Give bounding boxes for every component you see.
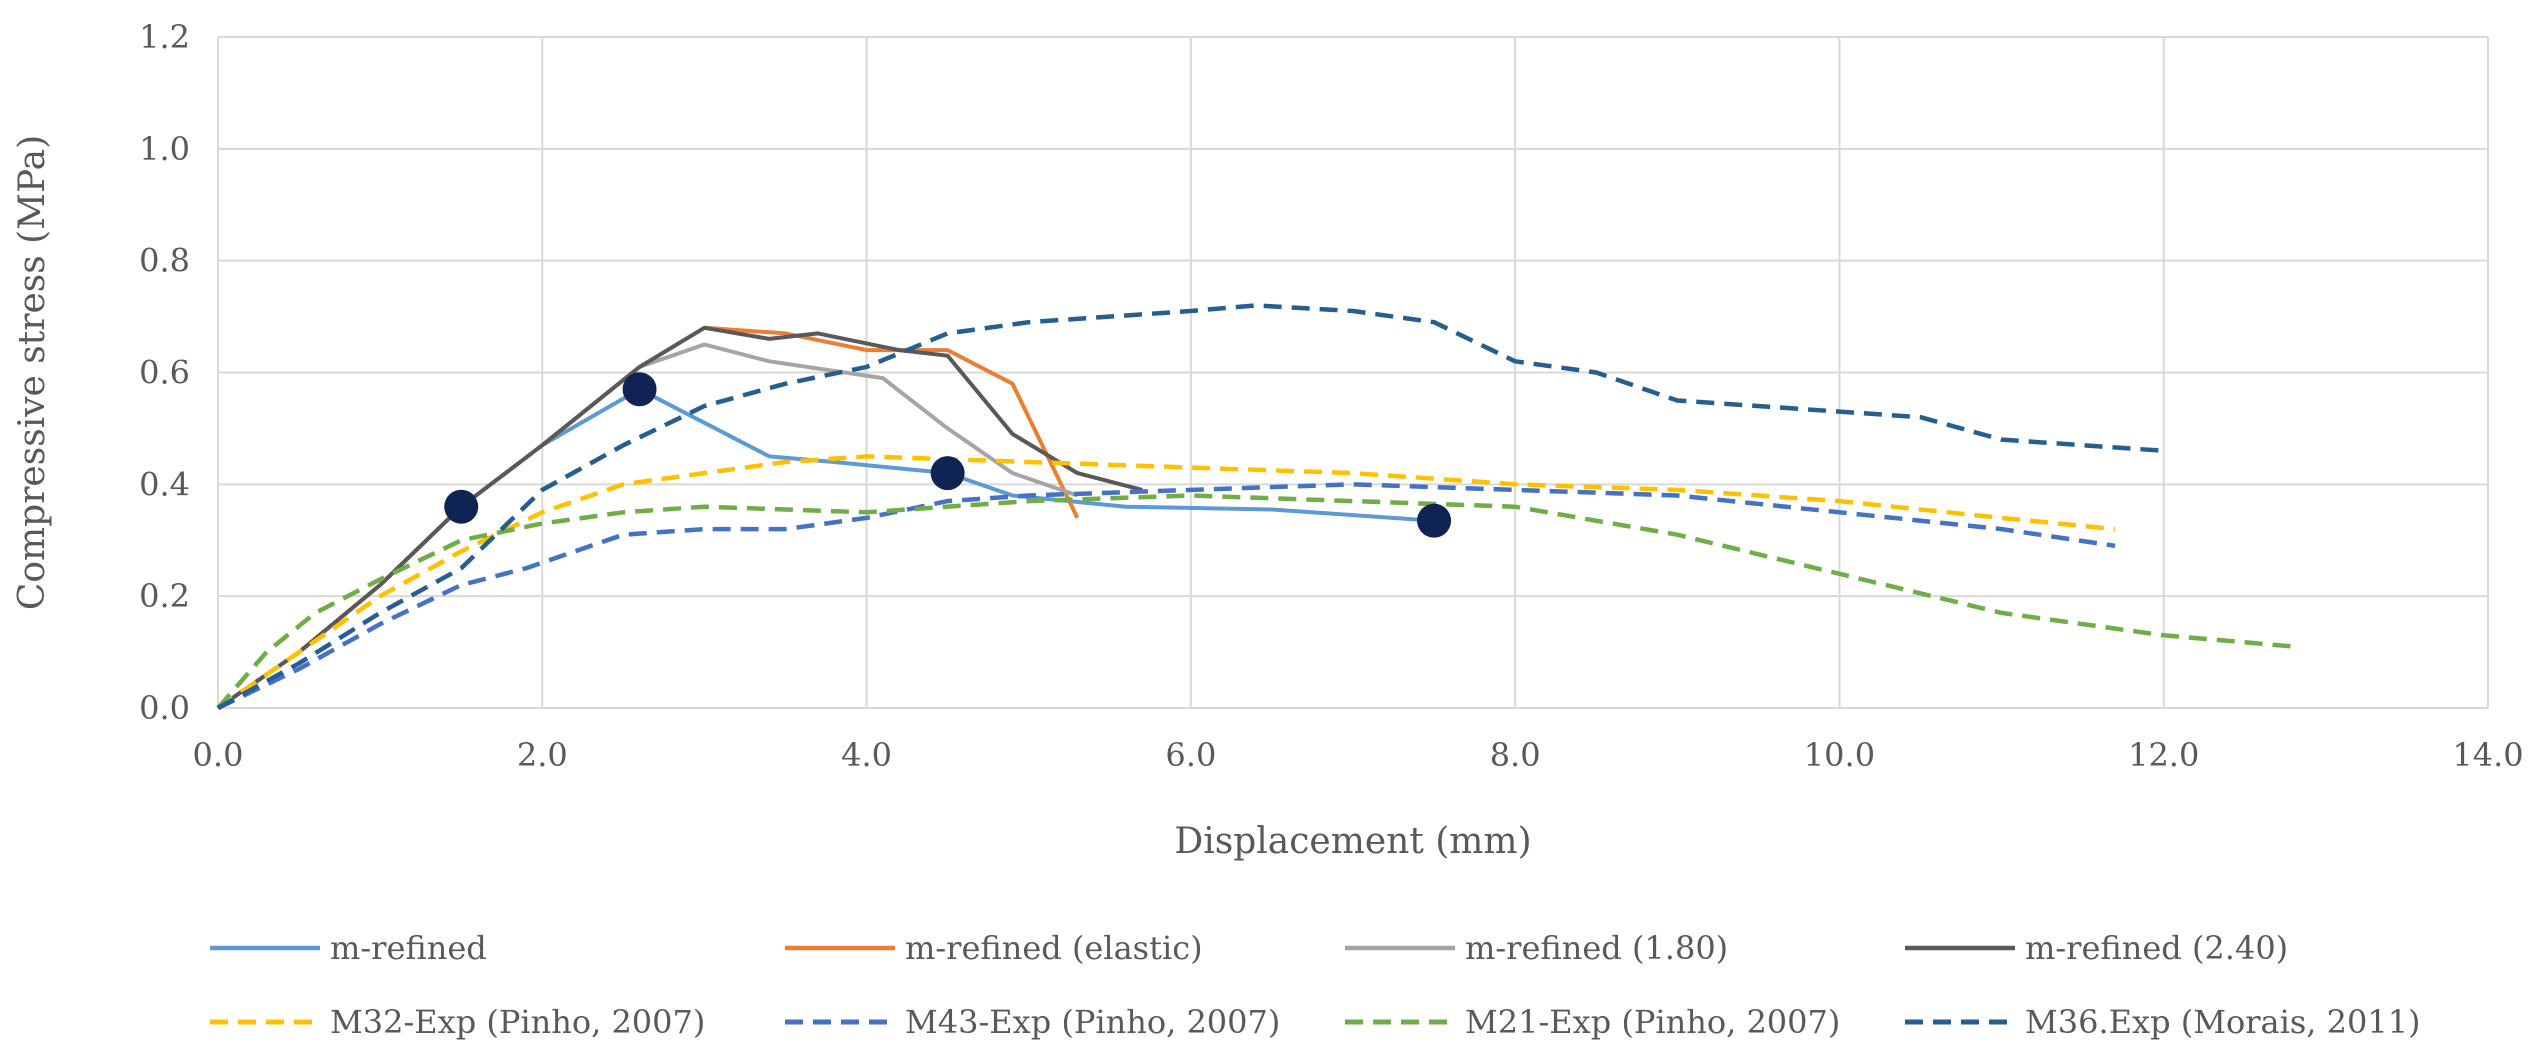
- x-axis-title: Displacement (mm): [1174, 821, 1531, 862]
- x-tick-label: 0.0: [193, 736, 244, 774]
- grid: [217, 36, 2489, 709]
- marker-points: [444, 372, 1452, 538]
- y-axis-title: Compressive stress (MPa): [12, 135, 53, 610]
- legend-label: m-refined (2.40): [2025, 929, 2288, 967]
- series-line: [216, 325, 1143, 710]
- x-tick-label: 6.0: [1165, 736, 1216, 774]
- y-tick-label: 1.0: [139, 130, 190, 168]
- marker-point: [444, 489, 479, 524]
- legend-label: M36.Exp (Morais, 2011): [2025, 1003, 2421, 1041]
- y-tick-label: 0.6: [139, 354, 190, 392]
- x-tick-label: 2.0: [517, 736, 568, 774]
- x-tick-label: 8.0: [1490, 736, 1541, 774]
- x-tick-label: 14.0: [2452, 736, 2523, 774]
- x-tick-label: 4.0: [841, 736, 892, 774]
- y-tick-label: 0.2: [139, 577, 190, 615]
- legend-label: M43-Exp (Pinho, 2007): [905, 1003, 1280, 1041]
- series-lines: [216, 303, 2294, 711]
- legend-label: m-refined (1.80): [1465, 929, 1728, 967]
- x-tick-label: 12.0: [2128, 736, 2199, 774]
- series-line: [217, 482, 2116, 711]
- marker-point: [930, 456, 965, 491]
- y-tick-label: 0.4: [139, 465, 190, 503]
- series-line: [216, 387, 1435, 710]
- marker-point: [1417, 503, 1452, 538]
- series-line: [216, 454, 2116, 710]
- x-tick-label: 10.0: [1804, 736, 1875, 774]
- legend-label: m-refined (elastic): [905, 929, 1203, 967]
- legend-label: M21-Exp (Pinho, 2007): [1465, 1003, 1840, 1041]
- legend-label: M32-Exp (Pinho, 2007): [330, 1003, 705, 1041]
- legend: m-refined m-refined (elastic) m-refined (1…: [210, 929, 2421, 1041]
- legend-label: m-refined: [330, 929, 487, 967]
- series-line: [216, 303, 2164, 710]
- y-tick-label: 0.8: [139, 242, 190, 280]
- axes: 0.0 0.2 0.4 0.6 0.8 1.0 1.2 0.0 2.0 4.0 6.0 8.0 10.0…: [12, 18, 2524, 862]
- y-tick-label: 0.0: [139, 689, 190, 727]
- y-tick-label: 1.2: [139, 18, 190, 56]
- marker-point: [622, 372, 657, 407]
- series-line: [216, 493, 2294, 710]
